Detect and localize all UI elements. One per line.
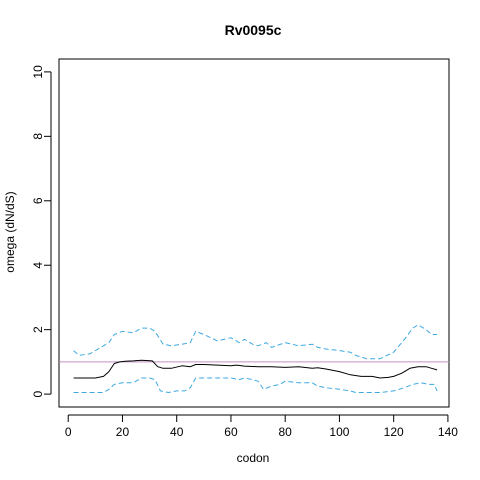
x-tick-label: 140 [438,425,458,439]
x-tick-label: 60 [224,425,238,439]
x-axis-label: codon [237,451,270,465]
series-line-estimate [73,359,438,379]
x-tick-label: 100 [329,425,349,439]
series-line-lower [73,377,438,393]
y-tick-label: 4 [31,262,45,269]
x-tick-label: 80 [279,425,293,439]
plot-area: 0 20 40 60 80 100 120 140 0 2 4 6 8 10 [31,58,458,439]
y-tick-label: 2 [31,326,45,333]
plot-frame [58,58,450,408]
y-tick-label: 0 [31,390,45,397]
x-tick-label: 0 [65,425,72,439]
y-tick-label: 8 [31,133,45,140]
x-tick-label: 40 [170,425,184,439]
x-tick-label: 120 [384,425,404,439]
y-tick-label: 6 [31,197,45,204]
y-axis-label: omega (dN/dS) [3,191,17,272]
y-tick-label: 10 [31,65,45,79]
x-tick-label: 20 [116,425,130,439]
chart-title: Rv0095c [225,22,282,38]
series-line-upper [73,324,438,360]
